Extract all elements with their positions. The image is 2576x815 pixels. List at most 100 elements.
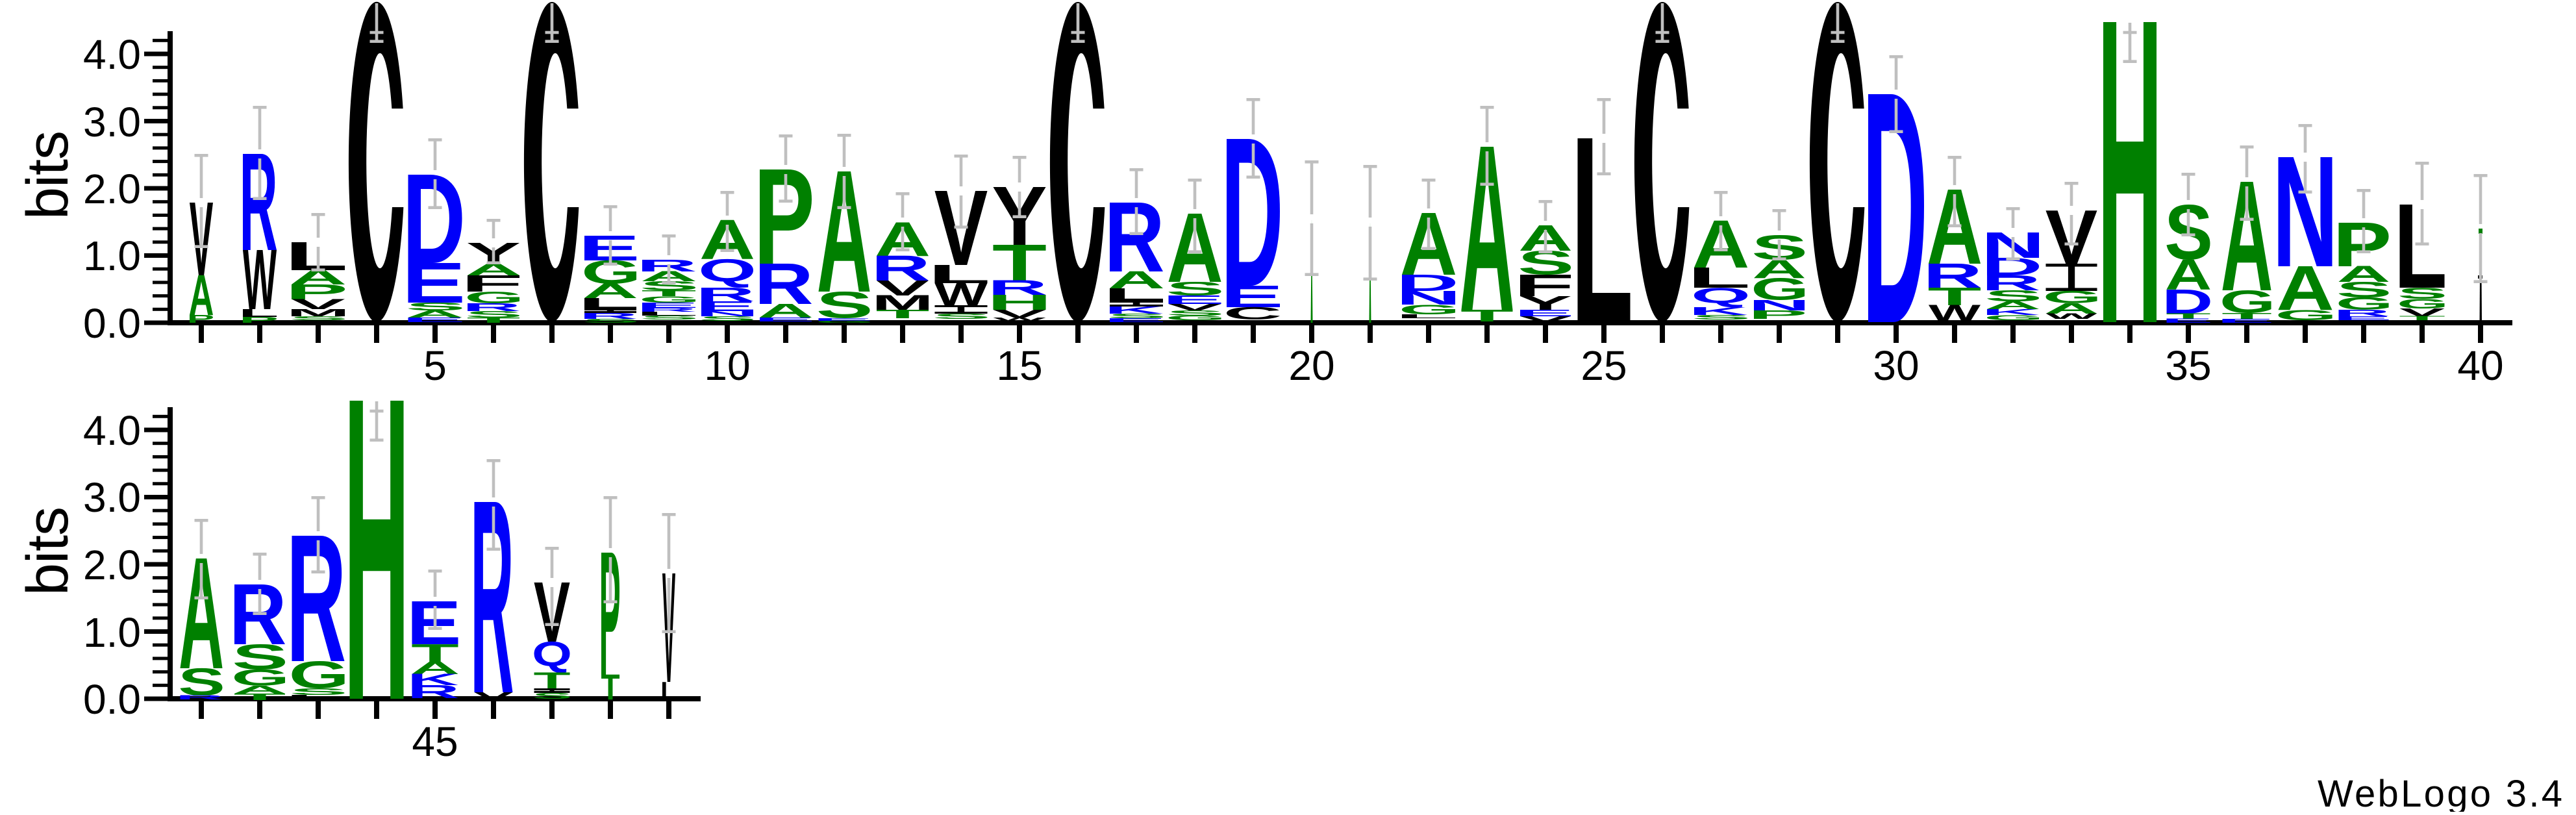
svg-text:G: G — [464, 288, 524, 307]
svg-text:20: 20 — [1288, 342, 1334, 389]
svg-text:P: P — [754, 141, 815, 294]
svg-text:R: R — [636, 256, 697, 275]
svg-text:G: G — [1751, 271, 1809, 307]
svg-text:K: K — [1689, 305, 1749, 317]
svg-text:A: A — [2276, 253, 2334, 323]
svg-text:E: E — [2217, 318, 2275, 324]
svg-text:V: V — [474, 690, 513, 703]
svg-text:E: E — [636, 301, 699, 309]
svg-text:G: G — [1166, 314, 1226, 321]
svg-text:P: P — [187, 312, 214, 325]
svg-text:R: R — [462, 301, 521, 313]
svg-text:V: V — [1168, 302, 1222, 312]
svg-text:N: N — [695, 310, 759, 318]
svg-text:Q: Q — [1691, 283, 1751, 307]
svg-text:2.0: 2.0 — [83, 542, 141, 588]
svg-text:V: V — [1519, 314, 1571, 324]
svg-text:S: S — [290, 686, 348, 697]
svg-text:E: E — [2332, 315, 2392, 321]
svg-text:L: L — [1687, 261, 1751, 294]
svg-text:R: R — [2333, 308, 2390, 318]
svg-text:E: E — [402, 251, 466, 315]
svg-text:T: T — [2221, 311, 2272, 321]
svg-text:G: G — [1984, 314, 2044, 322]
svg-text:4.0: 4.0 — [83, 407, 141, 454]
svg-text:G: G — [1399, 302, 1460, 318]
svg-text:Q: Q — [698, 253, 757, 288]
svg-text:T: T — [411, 639, 459, 668]
svg-text:A: A — [1985, 299, 2041, 311]
svg-text:S: S — [2336, 277, 2392, 302]
svg-text:V: V — [876, 276, 929, 300]
svg-text:35: 35 — [2165, 342, 2211, 389]
svg-text:A: A — [232, 683, 287, 696]
svg-text:R: R — [286, 497, 346, 701]
svg-text:10: 10 — [704, 342, 750, 389]
svg-text:R: R — [407, 681, 460, 702]
svg-text:S: S — [1984, 287, 2042, 305]
svg-text:S: S — [465, 309, 523, 320]
svg-text:L: L — [635, 310, 699, 317]
svg-text:T: T — [875, 307, 929, 321]
svg-text:S: S — [640, 279, 699, 293]
svg-text:45: 45 — [412, 718, 458, 765]
svg-text:G: G — [231, 665, 290, 690]
svg-text:A: A — [758, 300, 814, 322]
svg-text:40: 40 — [2457, 342, 2503, 389]
svg-text:G: G — [2336, 294, 2394, 313]
svg-text:S: S — [1692, 314, 1751, 321]
svg-text:bits: bits — [16, 131, 81, 219]
svg-text:K: K — [1982, 307, 2040, 317]
svg-text:15: 15 — [996, 342, 1042, 389]
svg-text:bits: bits — [16, 507, 81, 596]
svg-text:S: S — [640, 314, 699, 321]
svg-text:R: R — [755, 251, 814, 316]
svg-text:S: S — [932, 312, 991, 321]
svg-text:R: R — [579, 311, 638, 321]
svg-text:D: D — [2162, 282, 2213, 321]
svg-text:D: D — [402, 147, 466, 290]
svg-text:S: S — [1166, 309, 1225, 318]
svg-text:0.0: 0.0 — [83, 300, 141, 347]
svg-text:5: 5 — [423, 342, 447, 389]
svg-text:0.0: 0.0 — [83, 676, 141, 723]
svg-text:R: R — [1923, 256, 1982, 295]
svg-text:T: T — [601, 667, 619, 707]
svg-text:A: A — [410, 658, 460, 678]
svg-text:E: E — [1514, 308, 1575, 318]
svg-text:WebLogo 3.4: WebLogo 3.4 — [2318, 773, 2562, 812]
svg-text:A: A — [2044, 300, 2099, 317]
svg-text:C: C — [1223, 304, 1282, 323]
svg-text:R: R — [176, 694, 224, 701]
svg-text:L: L — [2394, 179, 2447, 314]
svg-text:F: F — [1514, 268, 1575, 303]
svg-text:T: T — [234, 692, 286, 702]
svg-text:D: D — [1396, 270, 1459, 296]
svg-text:W: W — [2045, 312, 2097, 321]
svg-text:L: L — [1571, 81, 1633, 380]
svg-text:L: L — [660, 677, 676, 705]
svg-text:A: A — [2221, 149, 2273, 325]
svg-text:L: L — [238, 307, 279, 319]
svg-text:T: T — [641, 288, 696, 298]
svg-text:S: S — [582, 318, 640, 323]
svg-text:E: E — [402, 316, 466, 323]
svg-text:S: S — [2397, 284, 2447, 302]
svg-text:T: T — [2399, 315, 2445, 321]
svg-text:E: E — [1220, 279, 1283, 314]
svg-text:4.0: 4.0 — [83, 31, 141, 78]
svg-text:30: 30 — [1873, 342, 1919, 389]
svg-text:M: M — [871, 291, 933, 314]
svg-text:E: E — [753, 316, 815, 323]
svg-text:S: S — [1166, 278, 1225, 299]
svg-text:A: A — [1108, 266, 1165, 294]
svg-text:N: N — [2272, 123, 2338, 301]
svg-text:G: G — [2220, 284, 2275, 320]
svg-text:S: S — [289, 315, 348, 321]
svg-text:G: G — [816, 320, 875, 323]
svg-text:S: S — [699, 315, 757, 322]
svg-text:E: E — [812, 318, 873, 321]
svg-text:R: R — [1104, 181, 1164, 293]
svg-text:V: V — [993, 307, 1047, 320]
svg-text:P: P — [239, 315, 279, 325]
